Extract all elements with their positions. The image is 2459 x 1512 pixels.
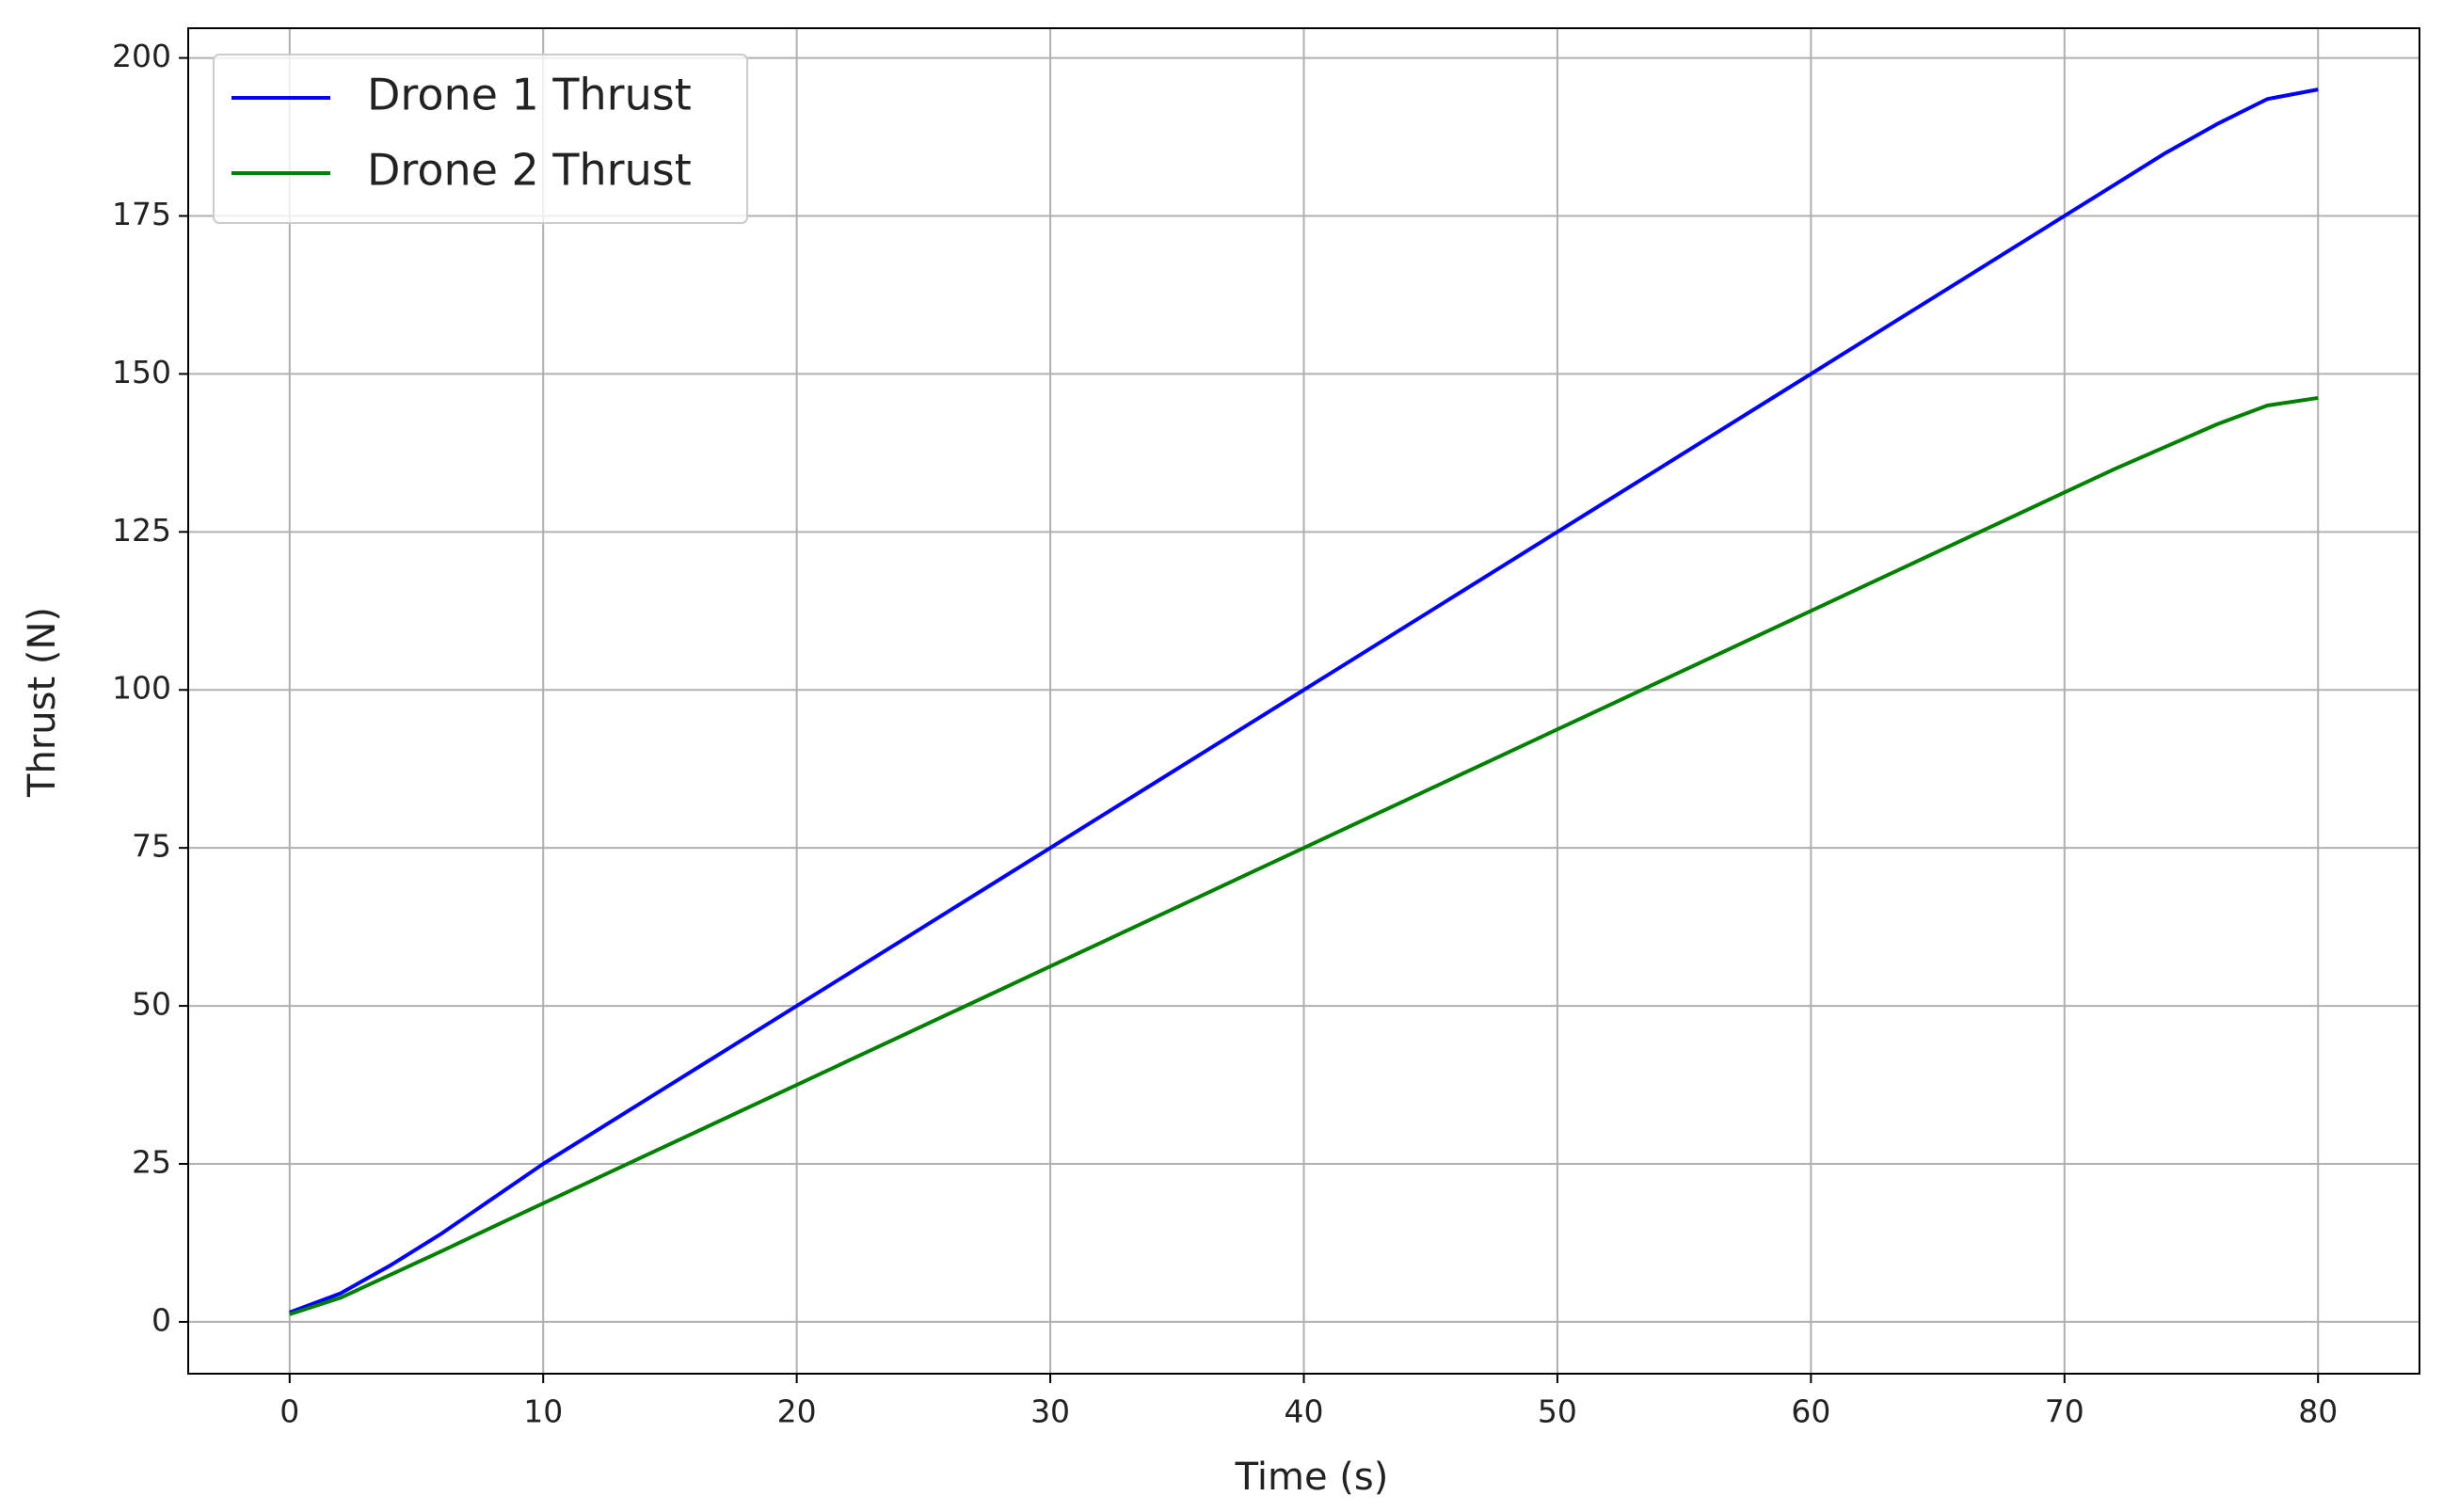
plot-frame xyxy=(187,27,2420,1375)
x-tick-label: 40 xyxy=(1285,1393,1324,1430)
y-tick-label: 200 xyxy=(112,38,171,74)
x-tick-label: 50 xyxy=(1538,1393,1577,1430)
y-tick-label: 125 xyxy=(112,512,171,549)
legend-box xyxy=(213,54,748,224)
x-tick-label: 10 xyxy=(523,1393,563,1430)
y-tick-label: 75 xyxy=(132,828,171,865)
x-tick-label: 30 xyxy=(1030,1393,1070,1430)
x-tick-label: 20 xyxy=(777,1393,817,1430)
legend-label: Drone 2 Thrust xyxy=(367,145,692,196)
legend-label: Drone 1 Thrust xyxy=(367,70,692,120)
data-line xyxy=(289,395,2319,1316)
x-tick-label: 60 xyxy=(1791,1393,1830,1430)
y-tick-label: 0 xyxy=(152,1301,171,1338)
y-tick-label: 175 xyxy=(112,196,171,232)
y-tick-label: 25 xyxy=(132,1144,171,1181)
y-tick-label: 100 xyxy=(112,670,171,707)
x-tick-label: 0 xyxy=(279,1393,299,1430)
data-line xyxy=(289,88,2319,1314)
y-axis-label: Thrust (N) xyxy=(21,607,64,798)
x-tick-label: 70 xyxy=(2045,1393,2084,1430)
y-tick-label: 50 xyxy=(132,986,171,1023)
y-tick-label: 150 xyxy=(112,354,171,390)
x-tick-label: 80 xyxy=(2298,1393,2338,1430)
x-axis-label: Time (s) xyxy=(1235,1456,1389,1499)
